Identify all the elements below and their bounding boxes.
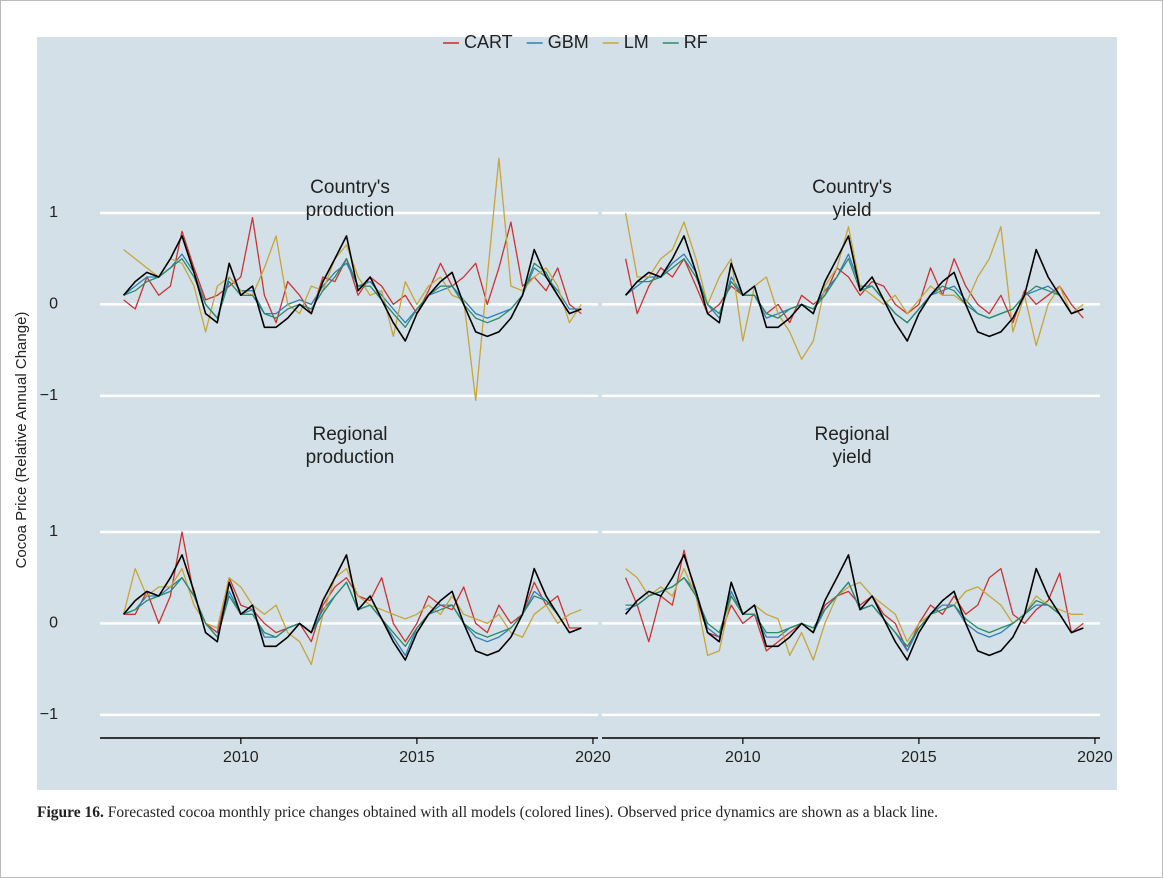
series-line <box>123 216 582 324</box>
panel-title: production <box>306 200 395 221</box>
y-tick-label: 0 <box>49 615 58 632</box>
x-tick-label: 2020 <box>575 749 611 766</box>
y-tick-label: −1 <box>40 387 58 404</box>
plot-background <box>37 37 1117 790</box>
panel-title: yield <box>832 447 871 468</box>
caption-label: Figure 16. <box>37 804 104 821</box>
y-tick-label: 1 <box>49 204 58 221</box>
series-line <box>624 235 1084 342</box>
x-tick-label: 2015 <box>399 749 435 766</box>
x-tick-label: 2010 <box>223 749 259 766</box>
x-tick-label: 2020 <box>1077 749 1113 766</box>
panel-title: production <box>306 447 395 468</box>
y-tick-label: 1 <box>49 523 58 540</box>
y-tick-label: 0 <box>49 296 58 313</box>
legend-label: CART <box>464 32 513 52</box>
series-line <box>123 253 582 324</box>
panel-title: Regional <box>815 424 890 445</box>
x-tick-label: 2010 <box>725 749 761 766</box>
series-line <box>122 235 582 342</box>
panel-title: yield <box>832 200 871 221</box>
y-tick-label: −1 <box>40 706 58 723</box>
y-axis-label: Cocoa Price (Relative Annual Change) <box>13 312 30 569</box>
series-line <box>624 554 1084 661</box>
series-line <box>624 258 1084 324</box>
panel-title: Country's <box>310 177 390 198</box>
series-line <box>122 554 582 661</box>
x-tick-label: 2015 <box>901 749 937 766</box>
panel-title: Country's <box>812 177 892 198</box>
panel-title: Regional <box>313 424 388 445</box>
series-line <box>624 212 1084 360</box>
legend-label: LM <box>624 32 649 52</box>
legend-label: GBM <box>548 32 589 52</box>
caption-text: Forecasted cocoa monthly price changes o… <box>107 804 939 821</box>
legend-label: RF <box>684 32 708 52</box>
caption: Figure 16. Forecasted cocoa monthly pric… <box>37 802 1122 823</box>
